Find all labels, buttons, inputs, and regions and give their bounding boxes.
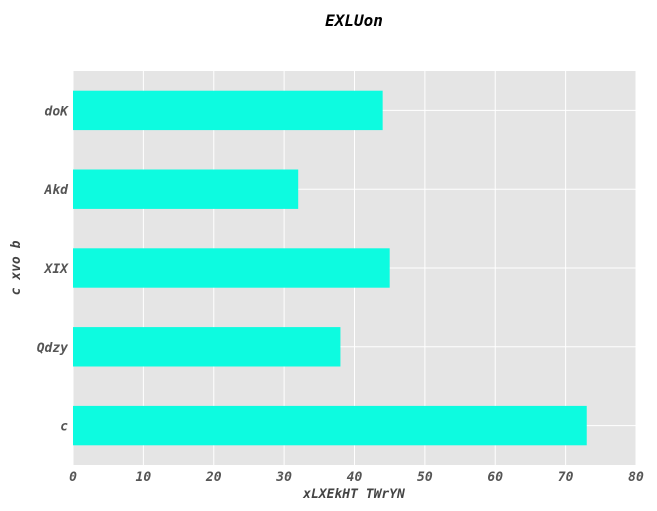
x-tick-label: 30 (275, 470, 292, 485)
x-tick-label: 40 (347, 470, 363, 485)
x-tick-label: 20 (205, 470, 222, 485)
bar-akd (73, 169, 299, 209)
bar-c (73, 405, 587, 446)
y-tick-label: Akd (44, 183, 70, 198)
y-axis-ticks: c Qdzy XIX Akd doK (37, 104, 69, 434)
x-axis-ticks: 0 10 20 30 40 50 60 70 80 (69, 470, 644, 485)
x-tick-label: 60 (487, 470, 503, 485)
y-tick-label: Qdzy (37, 341, 68, 356)
x-tick-label: 10 (136, 470, 152, 485)
bars (73, 90, 587, 446)
y-tick-label: doK (45, 104, 70, 119)
bar-dok (73, 90, 383, 131)
x-tick-label: 50 (417, 470, 433, 485)
y-tick-label: XIX (44, 262, 70, 277)
x-axis-label: xLXEkHT TWrYN (302, 487, 405, 502)
bar-qdzy (73, 327, 341, 367)
x-tick-label: 80 (628, 470, 644, 485)
chart-title: EXLUon (325, 11, 383, 30)
bar-xix (73, 248, 390, 288)
y-tick-label: c (60, 420, 68, 435)
y-axis-label: c xvo b (9, 240, 24, 295)
x-tick-label: 70 (558, 470, 574, 485)
x-tick-label: 0 (69, 470, 77, 485)
